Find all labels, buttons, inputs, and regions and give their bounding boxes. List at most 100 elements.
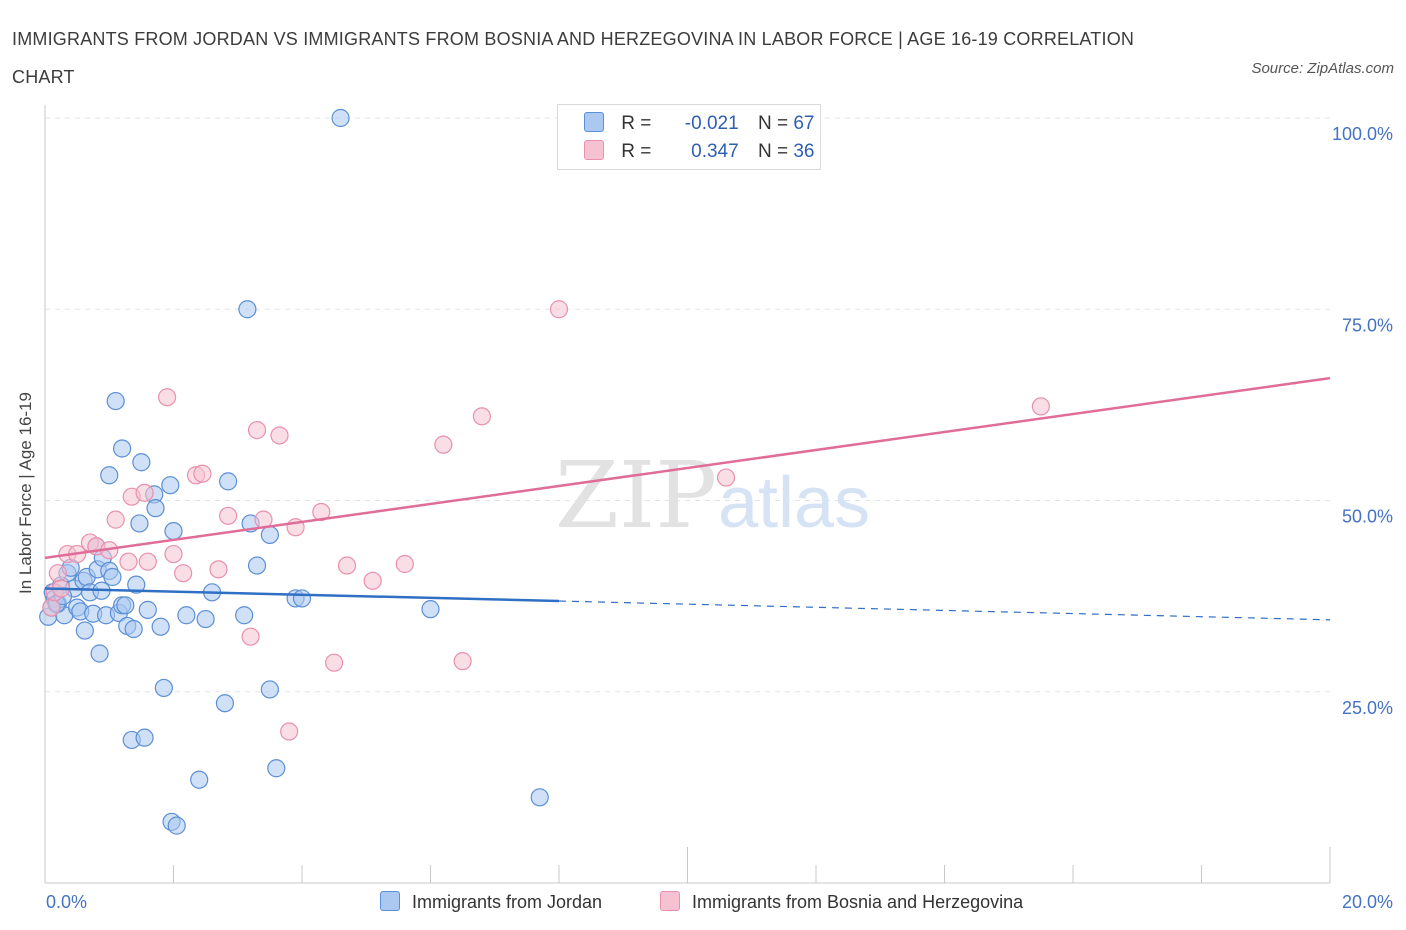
jordan-point <box>75 621 94 640</box>
jordan-point <box>161 476 180 495</box>
legend-row-bosnia: R = 0.347 N = 36 <box>584 138 814 166</box>
legend-row-jordan: R = -0.021 N = 67 <box>584 110 814 138</box>
legend-r-value: 0.347 <box>691 141 739 162</box>
legend-swatch-jordan <box>584 112 604 132</box>
bosnia-point <box>247 421 267 440</box>
legend-swatch-bosnia <box>584 140 604 160</box>
jordan-point <box>154 678 173 698</box>
jordan-point <box>421 600 440 619</box>
bosnia-point <box>395 554 414 574</box>
legend-n-label: N = <box>757 113 789 134</box>
bosnia-trend-line <box>44 376 1331 560</box>
legend-swatch-jordan <box>380 891 400 911</box>
bosnia-point <box>219 506 238 525</box>
jordan-point <box>112 439 132 458</box>
jordan-point <box>260 680 279 699</box>
jordan-point <box>103 567 122 587</box>
legend-item-jordan[interactable]: Immigrants from Jordan <box>380 888 602 916</box>
jordan-point <box>331 108 350 128</box>
jordan-point <box>138 600 157 619</box>
jordan-point <box>219 472 238 491</box>
jordan-point <box>151 617 170 636</box>
jordan-point <box>164 521 183 541</box>
bosnia-point <box>209 560 228 579</box>
jordan-point <box>238 300 257 319</box>
jordan-point <box>530 788 549 807</box>
legend-label-bosnia: Immigrants from Bosnia and Herzegovina <box>692 892 1024 912</box>
jordan-point <box>235 606 254 625</box>
legend-r-label: R = <box>621 141 652 162</box>
source-credit: Source: ZipAtlas.com <box>1251 60 1394 77</box>
stats-legend: R = -0.021 N = 67 R = 0.347 N = 36 <box>557 104 821 170</box>
tick-labels: 100.0% 75.0% 50.0% 25.0% 0.0% 20.0% <box>46 124 1393 912</box>
legend-n-value: 36 <box>793 141 815 162</box>
bosnia-point <box>174 564 193 583</box>
series-jordan-points <box>39 108 549 835</box>
bosnia-point <box>157 388 177 407</box>
jordan-point <box>124 619 143 639</box>
bosnia-point <box>48 564 67 583</box>
bosnia-point <box>337 556 357 575</box>
bosnia-point <box>164 544 183 564</box>
jordan-point <box>100 466 119 485</box>
bosnia-point <box>135 483 154 502</box>
jordan-point <box>215 694 234 713</box>
bosnia-point <box>363 571 382 590</box>
bosnia-point <box>325 653 344 672</box>
legend-label-jordan: Immigrants from Jordan <box>412 892 603 912</box>
bosnia-point <box>549 300 569 319</box>
jordan-point <box>267 759 286 778</box>
jordan-point <box>177 606 196 625</box>
x-tick-label: 0.0% <box>46 892 87 912</box>
jordan-point <box>260 525 279 545</box>
watermark-zip: ZIP <box>555 442 717 549</box>
watermark: ZIP atlas <box>555 442 870 549</box>
legend-n-value: 67 <box>793 113 815 134</box>
series-bosnia-points <box>42 300 1050 741</box>
bosnia-point <box>716 468 736 487</box>
bosnia-point <box>241 627 260 646</box>
jordan-point <box>146 499 165 518</box>
jordan-point <box>116 596 135 615</box>
bosnia-point <box>453 652 472 671</box>
chart-title: IMMIGRANTS FROM JORDAN VS IMMIGRANTS FRO… <box>12 29 1135 87</box>
bosnia-point <box>472 407 491 426</box>
legend-swatch-bosnia <box>660 891 680 911</box>
jordan-point <box>167 816 186 835</box>
legend-r-label: R = <box>621 113 652 134</box>
bosnia-point <box>42 598 61 617</box>
y-tick-label: 75.0% <box>1342 315 1393 335</box>
jordan-point <box>132 453 151 472</box>
legend-item-bosnia[interactable]: Immigrants from Bosnia and Herzegovina <box>660 888 1023 916</box>
bosnia-point <box>270 426 289 445</box>
bosnia-point <box>1031 397 1050 416</box>
bosnia-point <box>193 464 212 483</box>
jordan-point <box>196 609 215 629</box>
jordan-trend-line <box>44 587 560 603</box>
jordan-point <box>135 728 154 747</box>
legend-n-label: N = <box>757 141 789 162</box>
y-tick-label: 100.0% <box>1332 124 1393 144</box>
jordan-trend-line-dashed <box>558 600 1331 621</box>
watermark-atlas: atlas <box>718 463 870 543</box>
bosnia-point <box>106 510 125 529</box>
x-tick-label: 20.0% <box>1342 892 1393 912</box>
trend-lines <box>44 376 1331 621</box>
y-axis-label: In Labor Force | Age 16-19 <box>16 392 35 594</box>
series-legend: Immigrants from Jordan Immigrants from B… <box>0 888 1406 918</box>
legend-r-value: -0.021 <box>684 113 739 134</box>
bosnia-point <box>434 435 453 454</box>
jordan-point <box>247 556 267 575</box>
bosnia-point <box>138 552 157 571</box>
jordan-point <box>292 589 312 608</box>
axes <box>44 105 1331 884</box>
jordan-point <box>90 644 109 663</box>
bosnia-point <box>280 722 299 741</box>
jordan-point <box>127 575 146 594</box>
bosnia-point <box>119 552 138 571</box>
jordan-point <box>190 770 209 789</box>
jordan-point <box>130 514 149 533</box>
y-tick-label: 50.0% <box>1342 507 1393 527</box>
y-tick-label: 25.0% <box>1342 698 1393 718</box>
jordan-point <box>106 391 125 411</box>
